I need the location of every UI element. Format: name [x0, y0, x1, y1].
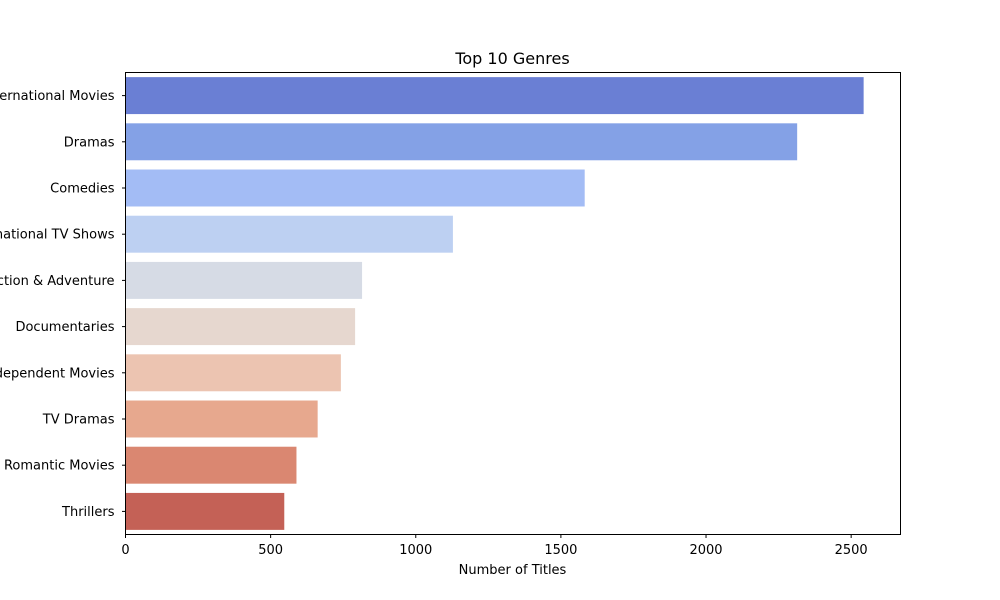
y-tick-label: Documentaries — [15, 320, 114, 335]
bar-0 — [125, 77, 864, 115]
y-tick-labels: International Movies Dramas Comedies Intern… — [0, 89, 126, 520]
y-tick-label: International TV Shows — [0, 228, 115, 243]
bars-group — [125, 77, 864, 530]
x-ticks: 0 500 1000 1500 2000 2500 — [121, 534, 868, 558]
x-tick-label: 2500 — [835, 543, 868, 558]
bar-5 — [125, 308, 356, 346]
y-tick-label: Romantic Movies — [4, 459, 115, 474]
y-tick-label: TV Dramas — [42, 413, 115, 428]
bar-7 — [125, 400, 318, 438]
x-axis-label: Number of Titles — [459, 563, 567, 578]
y-tick-label: Independent Movies — [0, 366, 115, 381]
y-tick-label: Action & Adventure — [0, 274, 115, 289]
plot-frame — [125, 72, 901, 535]
bar-8 — [125, 446, 297, 484]
x-tick-label: 1000 — [399, 543, 432, 558]
y-tick-label: Thrillers — [61, 505, 115, 520]
x-tick-label: 500 — [258, 543, 283, 558]
y-tick-label: International Movies — [0, 89, 115, 104]
x-tick-label: 2000 — [689, 543, 722, 558]
bar-1 — [125, 123, 798, 161]
chart-title: Top 10 Genres — [454, 49, 569, 68]
bar-9 — [125, 492, 285, 530]
y-tick-label: Dramas — [64, 135, 115, 150]
y-tick-label: Comedies — [50, 182, 115, 197]
bar-6 — [125, 354, 341, 392]
x-tick-label: 0 — [121, 543, 129, 558]
bar-2 — [125, 169, 585, 207]
x-tick-label: 1500 — [544, 543, 577, 558]
bar-4 — [125, 261, 363, 299]
bar-3 — [125, 215, 453, 253]
